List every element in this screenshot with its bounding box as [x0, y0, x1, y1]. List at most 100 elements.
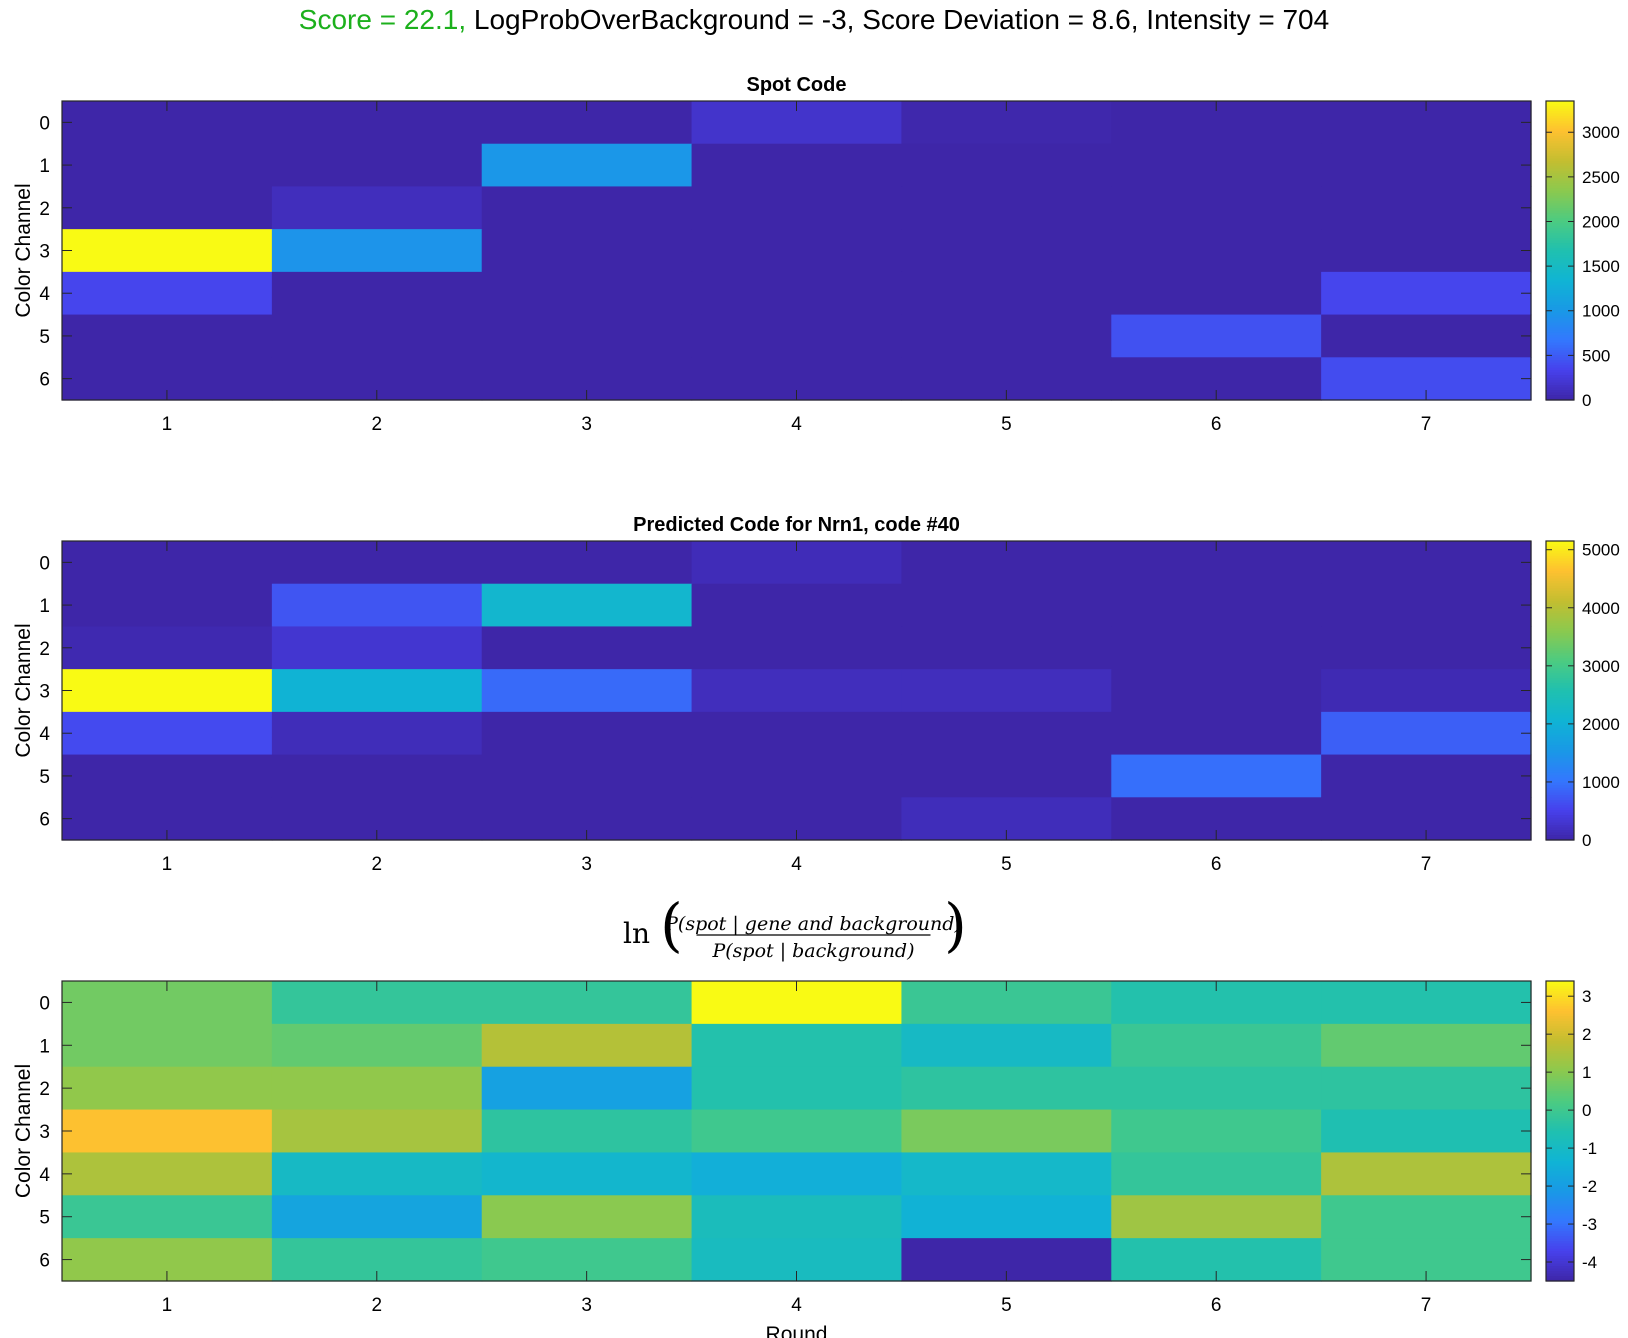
colorbar-band [1546, 170, 1574, 174]
colorbar-band [1546, 128, 1574, 132]
heatmap-cell-r2-c1 [62, 186, 273, 230]
colorbar-band [1546, 1161, 1574, 1165]
colorbar-tick-label: 0 [1582, 831, 1591, 850]
heatmap-cell-r3-c1 [62, 669, 273, 713]
colorbar-band [1546, 820, 1574, 824]
colorbar-tick-label: 3000 [1582, 657, 1620, 676]
colorbar-band [1546, 755, 1574, 759]
colorbar-band [1546, 648, 1574, 652]
colorbar-band [1546, 1173, 1574, 1177]
heatmap-cell-r4-c1 [62, 711, 273, 756]
heatmap-cell-r3-c5 [901, 229, 1112, 273]
heatmap-cell-r1-c4 [691, 143, 903, 188]
heatmap-cell-r1-c3 [481, 583, 693, 628]
colorbar-band [1546, 633, 1574, 637]
colorbar-band [1546, 165, 1574, 169]
heatmap-cell-r3-c3 [481, 1109, 693, 1154]
colorbar-band [1546, 168, 1574, 172]
formula-right-paren: ) [944, 891, 967, 959]
colorbar-band [1546, 543, 1574, 547]
colorbar-band [1546, 1253, 1574, 1257]
colorbar-band [1546, 1018, 1574, 1022]
colorbar-band [1546, 1053, 1574, 1057]
colorbar-band [1546, 1013, 1574, 1017]
colorbar-band [1546, 568, 1574, 572]
colorbar-band [1546, 1056, 1574, 1060]
heatmap-cell-r1-c5 [901, 583, 1112, 628]
heatmap-cell-r3-c7 [1321, 669, 1532, 713]
colorbar-band [1546, 183, 1574, 187]
colorbar-band [1546, 563, 1574, 567]
colorbar-band [1546, 1043, 1574, 1047]
x-tick-label: 4 [791, 1295, 802, 1316]
colorbar-band [1546, 782, 1574, 786]
colorbar-band [1546, 802, 1574, 806]
heatmap-cell-r4-c3 [481, 1152, 693, 1196]
heatmap-cell-r2-c1 [62, 1066, 273, 1111]
heatmap-cell-r5-c2 [271, 314, 483, 358]
colorbar-band [1546, 110, 1574, 115]
colorbar-band [1546, 248, 1574, 252]
heatmap-cell-r2-c7 [1321, 186, 1532, 230]
colorbar-band [1546, 1051, 1574, 1055]
colorbar-band [1546, 257, 1574, 262]
heatmap-cell-r2-c4 [691, 1066, 903, 1111]
colorbar-band [1546, 663, 1574, 667]
x-tick-label: 3 [581, 414, 592, 435]
colorbar-band [1546, 767, 1574, 771]
colorbar-frame [1545, 980, 1575, 1282]
colorbar-band [1546, 362, 1574, 366]
x-tick-label: 7 [1421, 414, 1432, 435]
colorbar-band [1546, 1148, 1574, 1152]
x-tick-label: 1 [162, 414, 173, 435]
colorbar-band [1546, 655, 1574, 659]
colorbar-band [1546, 200, 1574, 204]
heatmap-cell-r4-c3 [481, 711, 693, 756]
colorbar-band [1546, 255, 1574, 259]
heatmap-cell-r4-c2 [271, 711, 483, 756]
heatmap-cell-r1-c3 [481, 1023, 693, 1068]
colorbar-band [1546, 835, 1574, 839]
x-axis-label: Round [766, 1323, 828, 1338]
colorbar-band [1546, 575, 1574, 579]
colorbar-band [1546, 790, 1574, 794]
heatmap-cell-r3-c1 [62, 1109, 273, 1154]
colorbar-band [1546, 658, 1574, 662]
heatmap-panel-2: 1 2 3 4 5 6 7 0 1 2 3 4 5 6 Color Channel Predicted Cod… [12, 514, 1620, 875]
colorbar-band [1546, 312, 1574, 316]
heatmap-cell-r2-c2 [271, 626, 483, 670]
colorbar-band [1546, 335, 1574, 339]
colorbar-band [1546, 175, 1574, 179]
colorbar: -4 -3 -2 -1 0 1 2 3 [1545, 980, 1597, 1282]
heatmap-cell-r2-c5 [901, 626, 1112, 670]
colorbar-band [1546, 302, 1574, 306]
colorbar-band [1546, 130, 1574, 134]
heatmap-cell-r5-c6 [1111, 1195, 1322, 1239]
heatmap-cell-r4-c5 [901, 271, 1112, 316]
heatmap-cell-r2-c2 [271, 1066, 483, 1111]
colorbar-band [1546, 1106, 1574, 1110]
colorbar-band [1546, 585, 1574, 589]
colorbar-band [1546, 1203, 1574, 1207]
x-tick-label: 6 [1211, 414, 1222, 435]
y-tick-label: 0 [39, 553, 50, 574]
colorbar-band [1546, 295, 1574, 299]
colorbar-band [1546, 1198, 1574, 1202]
colorbar-band [1546, 1143, 1574, 1147]
colorbar-band [1546, 1241, 1574, 1245]
colorbar-band [1546, 332, 1574, 336]
colorbar-band [1546, 1251, 1574, 1255]
colorbar-band [1546, 342, 1574, 346]
colorbar-band [1546, 792, 1574, 796]
colorbar-band [1546, 600, 1574, 604]
heatmap-cell-r2-c3 [481, 1066, 693, 1111]
axes-title: Spot Code [747, 74, 847, 96]
colorbar-band [1546, 228, 1574, 232]
colorbar-band [1546, 1033, 1574, 1037]
colorbar-band [1546, 830, 1574, 834]
x-tick-label: 1 [162, 854, 173, 875]
colorbar-band [1546, 223, 1574, 227]
colorbar-band [1546, 1228, 1574, 1232]
colorbar-band [1546, 220, 1574, 224]
